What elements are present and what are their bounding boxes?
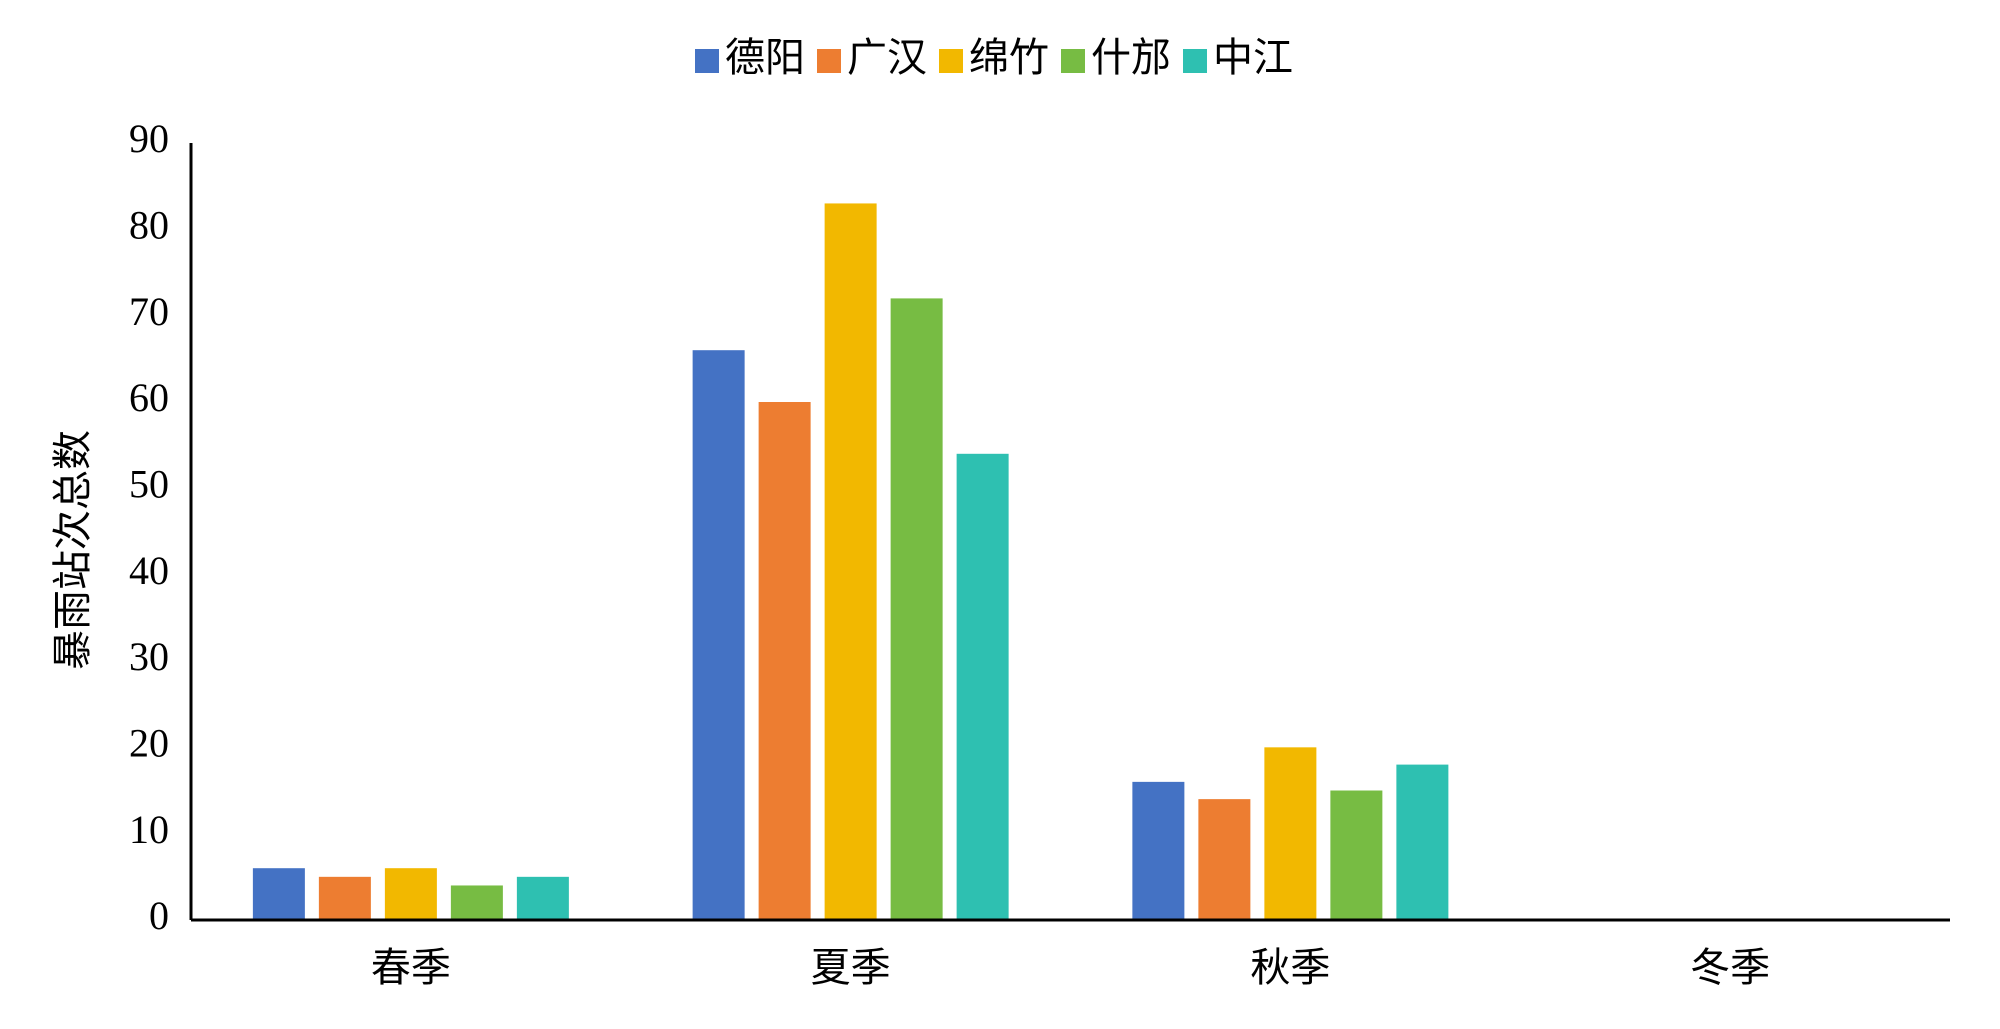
bar: [252, 868, 305, 920]
y-tick-label: 10: [129, 807, 169, 852]
y-tick-label: 0: [149, 893, 169, 938]
y-tick-label: 30: [129, 634, 169, 679]
bar: [956, 453, 1009, 920]
legend-label: 中江: [1213, 35, 1293, 80]
bar: [450, 885, 503, 920]
bar: [1198, 799, 1251, 920]
bar: [318, 876, 371, 920]
legend-swatch: [1183, 49, 1207, 73]
y-tick-label: 60: [129, 375, 169, 420]
x-tick-label: 秋季: [1250, 945, 1330, 990]
legend-label: 广汉: [847, 35, 927, 80]
x-tick-label: 夏季: [811, 945, 891, 990]
y-tick-label: 70: [129, 289, 169, 334]
legend-swatch: [817, 49, 841, 73]
x-tick-label: 冬季: [1690, 945, 1770, 990]
bar: [384, 868, 437, 920]
bar: [758, 402, 811, 920]
bar: [692, 350, 745, 920]
legend-swatch: [695, 49, 719, 73]
bar: [1132, 781, 1185, 920]
x-tick-label: 春季: [371, 945, 451, 990]
bar: [516, 876, 569, 920]
legend-label: 德阳: [725, 35, 805, 80]
bar: [1264, 747, 1317, 920]
y-tick-label: 50: [129, 462, 169, 507]
y-tick-label: 40: [129, 548, 169, 593]
y-tick-label: 20: [129, 721, 169, 766]
legend-swatch: [939, 49, 963, 73]
y-tick-label: 90: [129, 116, 169, 161]
bar: [1396, 764, 1449, 920]
legend-label: 什邡: [1091, 35, 1171, 80]
legend-swatch: [1061, 49, 1085, 73]
bar: [1330, 790, 1383, 920]
bar: [824, 203, 877, 920]
legend-label: 绵竹: [969, 35, 1049, 80]
y-axis-label: 暴雨站次总数: [50, 430, 95, 670]
y-tick-label: 80: [129, 203, 169, 248]
bar: [890, 298, 943, 920]
